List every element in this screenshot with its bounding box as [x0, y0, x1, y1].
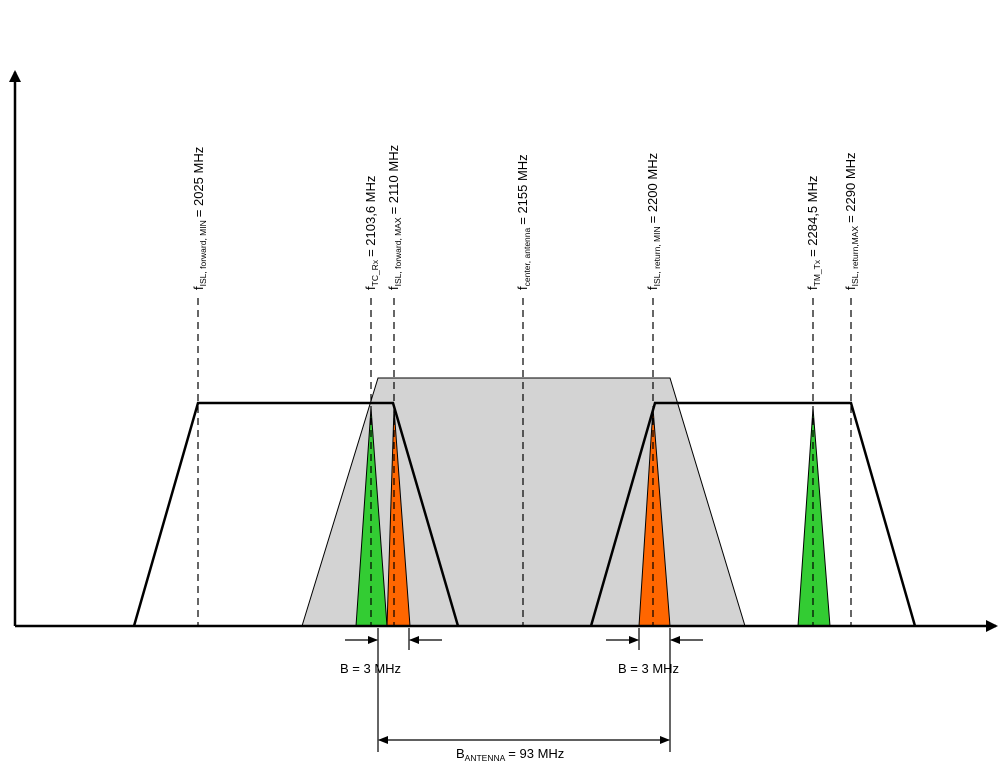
- label-ret-max: fISL, return,MAX= 2290 MHz: [843, 152, 860, 290]
- return-band: [589, 401, 917, 627]
- bw-antenna-label: BANTENNA = 93 MHz: [456, 746, 564, 762]
- label-tm-tx: fTM_Tx= 2284,5 MHz: [805, 176, 822, 290]
- forward-band: [132, 401, 460, 627]
- label-ret-min: fISL, return, MIN= 2200 MHz: [645, 153, 662, 290]
- label-fwd-min: fISL, forward, MIN= 2025 MHz: [191, 147, 208, 290]
- bw-right-label: B = 3 MHz: [618, 661, 679, 676]
- label-tc-rx: fTC_Rx= 2103,6 MHz: [363, 176, 380, 290]
- bw-left-label: B = 3 MHz: [340, 661, 401, 676]
- tm-tx-spike: [797, 407, 831, 627]
- label-fwd-max: fISL, forward, MAX= 2110 MHz: [386, 145, 403, 290]
- label-center: fcenter, antenna= 2155 MHz: [515, 154, 532, 290]
